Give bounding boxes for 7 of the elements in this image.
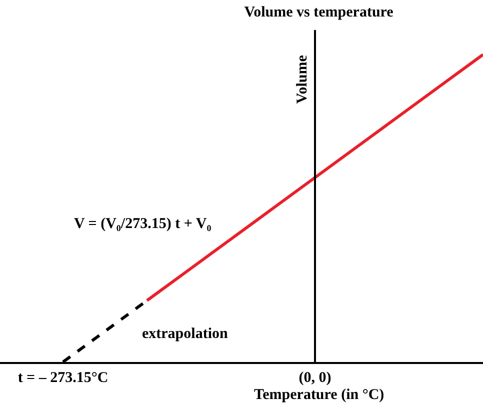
- x-tick-label: (0, 0): [298, 370, 332, 386]
- y-axis-title: Volume: [294, 54, 310, 104]
- chart-title: Volume vs temperature: [244, 4, 394, 21]
- x-tick-label: t = – 273.15°C: [18, 370, 108, 386]
- x-axis-title: Temperature (in °C): [254, 387, 384, 403]
- annotation: V = (V₀/273.15) t + V₀: [74, 216, 212, 232]
- annotation: extrapolation: [142, 326, 228, 342]
